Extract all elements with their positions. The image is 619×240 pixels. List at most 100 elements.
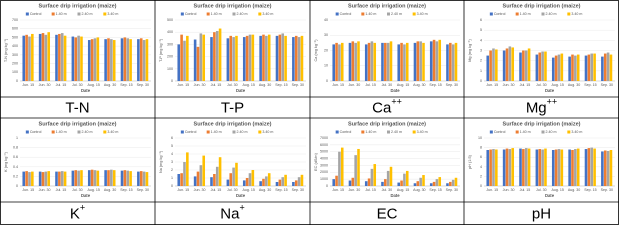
y-tick-label: 30 bbox=[324, 33, 328, 37]
y-axis-label: K (mg kg⁻¹) bbox=[4, 151, 8, 171]
bar bbox=[367, 178, 371, 186]
bar bbox=[593, 53, 596, 81]
x-tick-label: Sep. 15 bbox=[584, 83, 596, 87]
legend-label: 1.40 m bbox=[520, 12, 531, 16]
legend-label: 2.40 m bbox=[82, 12, 93, 16]
bar bbox=[96, 37, 100, 81]
bar bbox=[405, 170, 409, 186]
panel-label: T-P bbox=[221, 99, 244, 116]
bar bbox=[357, 41, 360, 81]
legend-swatch bbox=[567, 130, 571, 134]
chart-title: Surface drip irrigation (maize) bbox=[39, 121, 117, 127]
x-tick-label: Jun. 30 bbox=[39, 83, 51, 87]
x-tick-label: Jul. 15 bbox=[56, 83, 67, 87]
bar bbox=[505, 148, 509, 186]
bar bbox=[590, 53, 594, 81]
bar bbox=[142, 171, 146, 186]
x-tick-label: Aug. 15 bbox=[242, 188, 254, 192]
bar bbox=[55, 34, 58, 81]
legend-swatch bbox=[206, 130, 210, 134]
legend-swatch bbox=[103, 130, 107, 134]
bar bbox=[557, 54, 561, 81]
legend-label: 3.40 m bbox=[571, 130, 582, 134]
legend-swatch bbox=[25, 12, 29, 16]
bar bbox=[275, 35, 279, 81]
y-tick-label: 1 bbox=[171, 176, 173, 180]
y-tick-label: 700 bbox=[12, 18, 18, 22]
y-tick-label: 6 bbox=[480, 18, 482, 22]
y-tick-label: 40 bbox=[324, 18, 328, 22]
bar bbox=[454, 42, 458, 81]
bar bbox=[571, 150, 574, 186]
y-tick-label: 3000 bbox=[320, 163, 328, 167]
bar bbox=[384, 179, 387, 186]
bar bbox=[215, 166, 219, 186]
legend-swatch bbox=[180, 12, 184, 16]
bar bbox=[435, 41, 439, 81]
x-tick-label: Sep. 30 bbox=[446, 83, 458, 87]
panel-label-sup: + bbox=[80, 203, 85, 213]
x-tick-label: Jun. 15 bbox=[177, 83, 189, 87]
bar bbox=[107, 38, 110, 81]
bar bbox=[25, 34, 28, 81]
bar bbox=[364, 44, 368, 81]
x-tick-label: Sep. 30 bbox=[292, 188, 304, 192]
y-axis-label: Mg (mg kg⁻¹) bbox=[468, 39, 472, 62]
bar bbox=[226, 179, 230, 186]
panel-label-text: Ca bbox=[372, 99, 392, 116]
x-tick-label: Jul. 30 bbox=[382, 188, 393, 192]
y-tick-label: 4 bbox=[480, 38, 482, 42]
y-tick-label: 2 bbox=[480, 174, 482, 178]
panel-label: Na+ bbox=[220, 203, 244, 223]
bar bbox=[590, 147, 594, 186]
panel-label-text: Mg bbox=[526, 99, 547, 116]
x-tick-label: Jun. 30 bbox=[503, 188, 515, 192]
bar bbox=[429, 41, 433, 81]
bar bbox=[242, 180, 246, 186]
bar bbox=[505, 48, 509, 81]
panel-label: Mg++ bbox=[526, 97, 557, 117]
bar bbox=[242, 37, 246, 81]
bar bbox=[364, 181, 368, 186]
panel-label-text: EC bbox=[377, 205, 398, 222]
y-axis-label: Ca (mg kg⁻¹) bbox=[314, 39, 318, 62]
x-axis-label: Date bbox=[545, 88, 555, 93]
legend-swatch bbox=[489, 130, 493, 134]
legend-swatch bbox=[412, 12, 416, 16]
bar bbox=[554, 149, 558, 186]
bar bbox=[297, 37, 301, 81]
bar bbox=[251, 170, 255, 186]
bar bbox=[397, 182, 400, 186]
y-tick-label: 0 bbox=[16, 184, 18, 188]
bar bbox=[196, 171, 200, 186]
bar bbox=[446, 44, 449, 81]
bar bbox=[381, 42, 384, 81]
chart-title: Surface drip irrigation (maize) bbox=[194, 3, 272, 9]
x-tick-label: Jul. 30 bbox=[382, 83, 393, 87]
bar bbox=[80, 36, 83, 81]
x-tick-label: Jun. 15 bbox=[332, 188, 344, 192]
y-tick-label: 500 bbox=[167, 18, 173, 22]
bar bbox=[451, 179, 455, 186]
bar bbox=[386, 42, 390, 81]
bar bbox=[77, 35, 80, 81]
y-tick-label: 3 bbox=[480, 48, 482, 52]
bar bbox=[104, 170, 107, 186]
bar bbox=[129, 171, 132, 186]
bar bbox=[235, 162, 238, 186]
bar bbox=[332, 44, 335, 81]
x-tick-label: Sep. 15 bbox=[275, 83, 287, 87]
bar bbox=[262, 178, 265, 186]
bar bbox=[245, 178, 249, 186]
bar bbox=[265, 176, 268, 186]
bar bbox=[538, 149, 542, 186]
y-tick-label: 20 bbox=[324, 48, 328, 52]
bar bbox=[281, 177, 285, 186]
bar bbox=[262, 34, 265, 81]
panel-label-text: K bbox=[70, 205, 80, 222]
chart-title: Surface drip irrigation (maize) bbox=[503, 121, 581, 127]
x-tick-label: Sep. 15 bbox=[120, 188, 132, 192]
legend-label: 2.40 m bbox=[546, 12, 557, 16]
bar bbox=[538, 52, 542, 81]
x-tick-label: Sep. 30 bbox=[446, 188, 458, 192]
